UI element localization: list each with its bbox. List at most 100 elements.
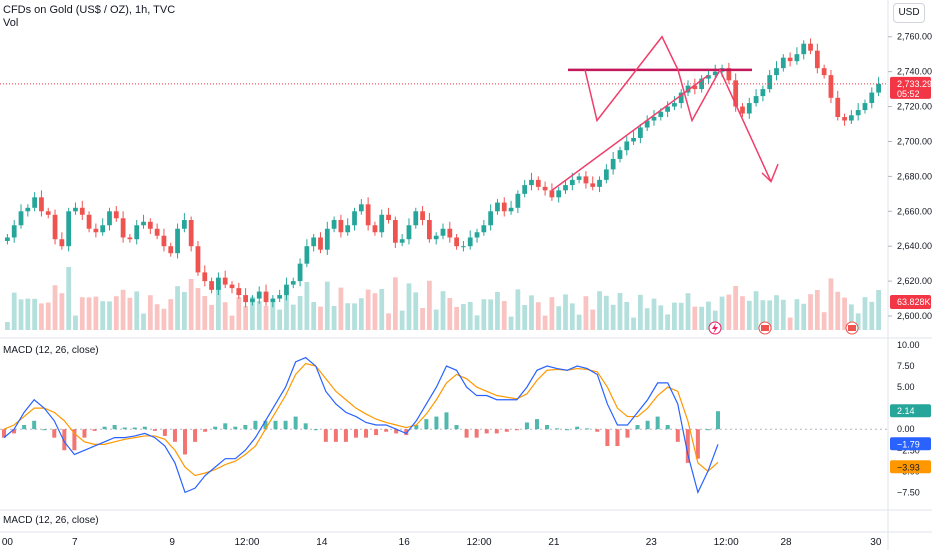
volume-bar <box>59 293 65 330</box>
macd-histogram-bar <box>524 422 529 430</box>
volume-bar <box>522 305 528 330</box>
volume-badge <box>890 295 931 309</box>
volume-bar <box>11 292 17 330</box>
candle-body <box>5 237 10 241</box>
macd-histogram-bar <box>102 426 107 430</box>
volume-bar <box>406 283 412 330</box>
candle-body <box>304 246 310 264</box>
symbol-title: CFDs on Gold (US$ / OZ), 1h, TVC <box>3 4 176 16</box>
currency-button[interactable]: USD <box>893 3 925 23</box>
candle-body <box>256 291 262 299</box>
candle-body <box>413 211 419 226</box>
volume-bar <box>658 305 664 330</box>
candle-body <box>358 204 364 212</box>
candle-body <box>134 225 140 240</box>
volume-bar <box>467 302 473 330</box>
macd-histogram-bar <box>303 423 308 430</box>
candle-body <box>93 228 99 233</box>
volume-bar <box>372 293 378 330</box>
macd-line <box>3 356 719 495</box>
candle-body <box>420 211 425 221</box>
volume-bar <box>535 302 541 330</box>
candle-body <box>127 237 133 240</box>
volume-bar <box>324 281 330 330</box>
macd-line-badge-text: −1.79 <box>897 439 920 449</box>
macd-histogram-bar <box>313 429 318 431</box>
volume-bar <box>202 296 208 330</box>
volume-bar <box>392 277 398 330</box>
macd-histogram-bar <box>293 416 298 430</box>
candle-body <box>740 106 745 114</box>
candle-body <box>576 176 582 180</box>
candle-body <box>52 214 58 240</box>
macd-histogram-bar <box>716 411 720 430</box>
volume-bar <box>270 300 276 330</box>
pattern-drawing <box>584 35 772 182</box>
volume-bar <box>345 303 351 330</box>
volume-bar <box>236 297 242 330</box>
candle-body <box>59 239 65 247</box>
candle-body <box>209 281 214 290</box>
volume-bar <box>474 315 480 330</box>
volume-bar <box>5 322 10 330</box>
price-tick-label: 2,700.00 <box>897 136 932 146</box>
candle-body <box>386 214 391 221</box>
time-axis-label: 12:00 <box>714 537 739 548</box>
macd-histogram-bar <box>233 426 238 430</box>
candle-body <box>801 43 807 55</box>
candle-body <box>433 235 439 240</box>
candle-body <box>154 228 160 236</box>
volume-bar <box>862 297 868 330</box>
volume-bar <box>209 305 214 330</box>
arrow-head <box>761 163 779 183</box>
macd-histogram-bar <box>183 429 188 455</box>
volume-bar <box>780 299 786 330</box>
volume-bar <box>631 317 636 330</box>
macd-histogram-bar <box>394 429 399 434</box>
macd-histogram-bar <box>32 420 37 430</box>
candle-body <box>250 298 255 303</box>
time-axis-label: 14 <box>316 537 328 548</box>
volume-bar <box>672 302 677 330</box>
volume-bar <box>746 300 752 330</box>
candle-body <box>658 111 664 118</box>
volume-bar <box>18 299 24 330</box>
candle-body <box>365 204 371 226</box>
candle-body <box>461 246 466 248</box>
candle-body <box>685 85 691 93</box>
candle-body <box>25 207 31 212</box>
macd-histogram-bar <box>253 420 258 430</box>
volume-bar <box>515 289 521 330</box>
candle-body <box>73 207 78 212</box>
volume-bar <box>32 298 38 330</box>
macd-histogram-bar <box>213 426 218 430</box>
candle-body <box>637 127 643 138</box>
candle-body <box>440 228 446 236</box>
candle-body <box>188 220 194 247</box>
candle-body <box>753 96 759 104</box>
volume-bar <box>617 293 623 330</box>
macd-histogram-bar <box>82 429 87 438</box>
volume-bar <box>774 295 779 330</box>
volume-bar <box>168 299 174 330</box>
candle-body <box>651 117 657 121</box>
candle-body <box>324 228 330 250</box>
candle-body <box>848 115 854 121</box>
volume-bar <box>760 300 766 330</box>
candle-body <box>549 190 555 198</box>
candle-body <box>113 211 119 219</box>
macd-histogram-bar <box>283 420 288 430</box>
candle-body <box>181 220 187 229</box>
macd-tick-label: 5.00 <box>897 382 915 392</box>
volume-bar <box>250 296 255 330</box>
candle-body <box>842 117 847 121</box>
macd-histogram-bar <box>705 429 710 431</box>
candle-body <box>624 141 630 151</box>
volume-bar <box>624 302 630 330</box>
macd-histogram-bar <box>665 425 670 430</box>
macd-histogram-bar <box>454 425 459 430</box>
macd-histogram-bar <box>645 420 650 430</box>
macd-histogram-bar <box>404 429 409 436</box>
candle-body <box>712 71 718 76</box>
